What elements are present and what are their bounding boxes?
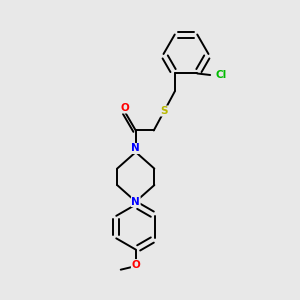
Text: S: S xyxy=(160,106,168,116)
Text: N: N xyxy=(131,196,140,207)
Text: O: O xyxy=(121,103,130,113)
Text: Cl: Cl xyxy=(215,70,226,80)
Text: N: N xyxy=(131,143,140,154)
Text: O: O xyxy=(131,260,140,270)
